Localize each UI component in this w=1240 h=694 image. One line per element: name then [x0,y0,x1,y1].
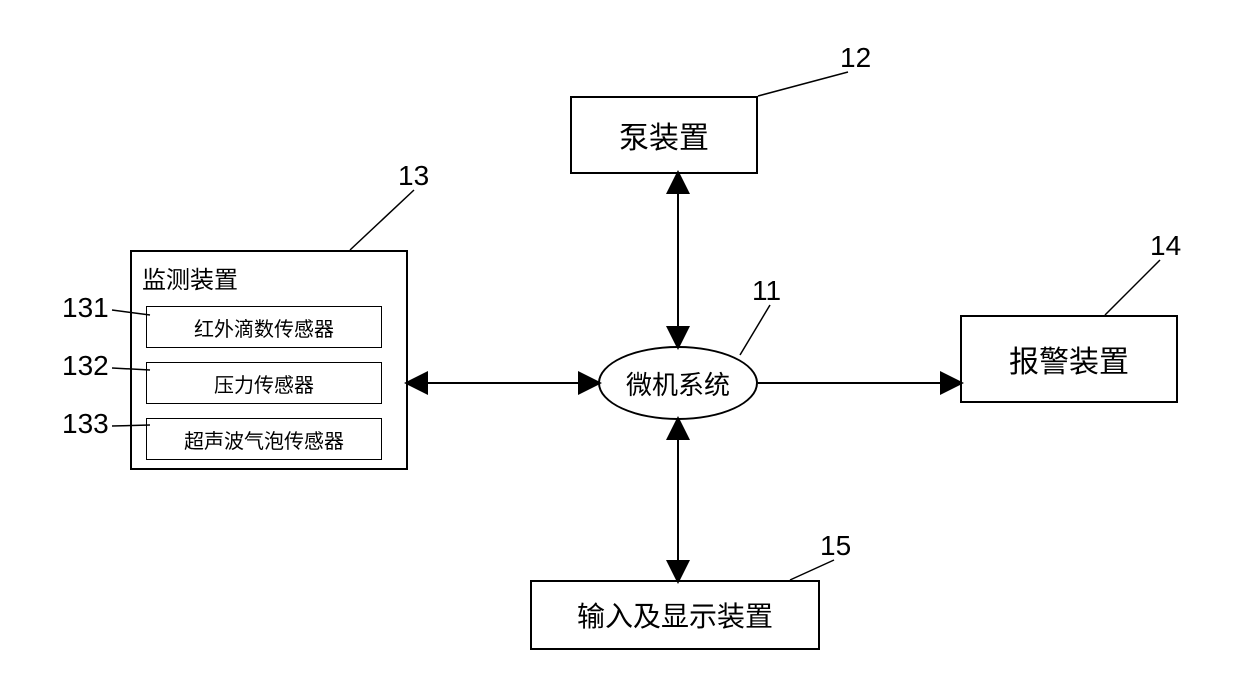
leader-12 [758,72,848,96]
edges-svg [0,0,1240,694]
leader-14 [1105,260,1160,315]
leader-132 [112,368,150,370]
leader-15 [790,560,834,580]
leader-11 [740,305,770,355]
leader-133 [112,425,150,426]
leader-131 [112,310,150,315]
leader-13 [350,190,414,250]
